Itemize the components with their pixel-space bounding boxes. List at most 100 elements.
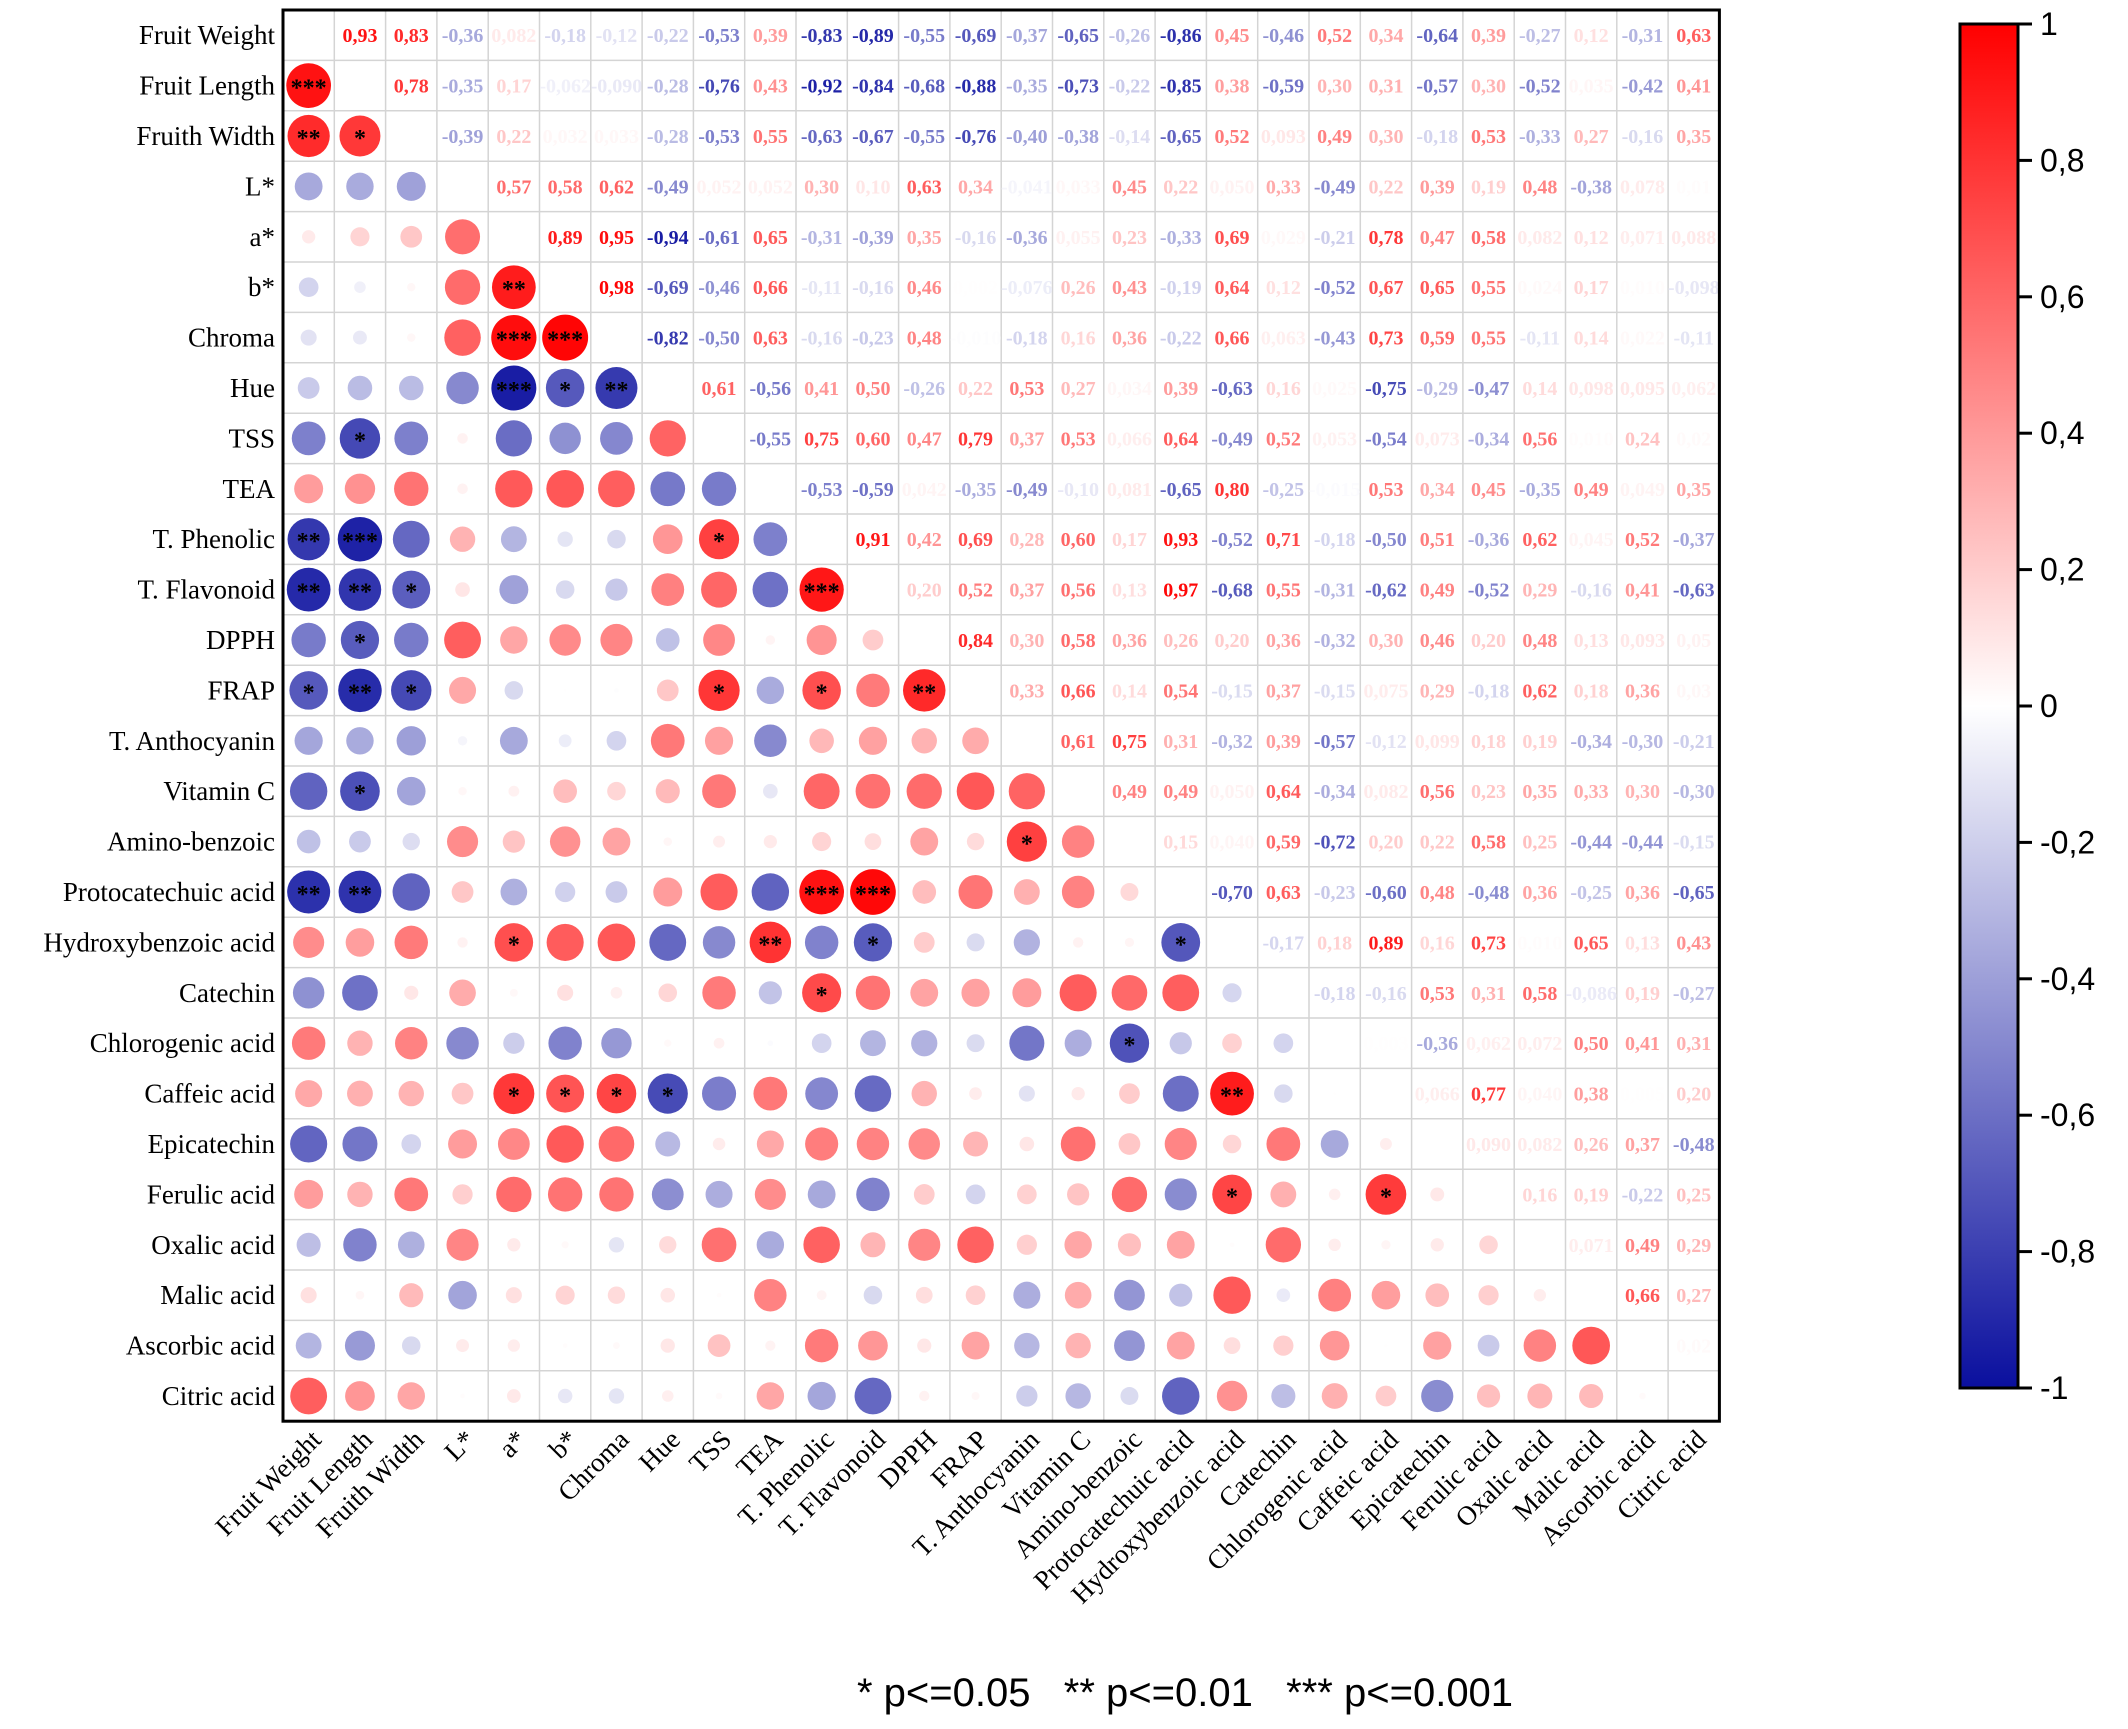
correlation-circle <box>664 1039 672 1047</box>
coefficient-label: 0,033 <box>594 126 639 148</box>
correlation-circle <box>1319 1330 1350 1361</box>
coefficient-label: 0,26 <box>1061 277 1096 299</box>
correlation-circle <box>1169 1032 1192 1055</box>
correlation-circle <box>508 785 520 797</box>
significance-star: * <box>508 1084 520 1110</box>
row-label: a* <box>250 222 275 252</box>
colorbar-tick-label: -1 <box>2040 1370 2068 1406</box>
coefficient-label: 0,36 <box>1266 630 1301 652</box>
correlation-circle <box>457 736 468 746</box>
coefficient-label: 0,52 <box>1625 529 1660 551</box>
significance-star: * <box>1380 1184 1392 1210</box>
correlation-circle <box>1166 1331 1195 1360</box>
coefficient-label: 0,48 <box>907 328 942 350</box>
coefficient-label: 0,25 <box>1522 832 1557 854</box>
correlation-circle <box>302 230 316 244</box>
correlation-circle <box>1019 1136 1035 1152</box>
coefficient-label: 0,93 <box>1163 529 1198 551</box>
coefficient-label: -0,18 <box>1006 328 1048 350</box>
correlation-circle <box>862 629 884 651</box>
coefficient-label: -0,76 <box>955 126 997 148</box>
correlation-circle <box>1064 1029 1092 1057</box>
significance-star: *** <box>547 328 583 354</box>
correlation-circle <box>394 1177 429 1212</box>
coefficient-label: 0,31 <box>1368 76 1403 98</box>
correlation-circle <box>295 1332 322 1359</box>
coefficient-label: 0,13 <box>1625 932 1660 954</box>
correlation-circle <box>1016 1234 1037 1255</box>
coefficient-label: 0,053 <box>1312 428 1357 450</box>
correlation-circle <box>345 928 375 957</box>
coefficient-label: 0,045 <box>1569 529 1614 551</box>
coefficient-label: -0,37 <box>1673 529 1715 551</box>
correlation-circle <box>661 1390 674 1402</box>
coefficient-label: -0,46 <box>698 277 740 299</box>
correlation-circle <box>396 776 426 806</box>
correlation-circle <box>856 1177 890 1212</box>
coefficient-label: 0,61 <box>702 378 737 400</box>
correlation-circle <box>290 1125 328 1163</box>
correlation-circle <box>1476 1384 1501 1408</box>
correlation-circle <box>910 978 939 1007</box>
correlation-circle <box>753 1076 788 1111</box>
correlation-circle <box>1012 978 1042 1008</box>
correlation-circle <box>499 575 529 605</box>
correlation-circle <box>756 676 785 705</box>
colorbar-tick-label: 0,2 <box>2040 552 2084 588</box>
correlation-circle <box>704 726 734 755</box>
correlation-circle <box>1124 937 1135 948</box>
coefficient-label: 0,18 <box>1317 932 1352 954</box>
correlation-circle <box>1328 1188 1341 1201</box>
coefficient-label: 0,35 <box>1676 126 1711 148</box>
correlation-circle <box>300 1287 317 1304</box>
coefficient-label: 0,090 <box>1466 1134 1511 1156</box>
correlation-circle <box>294 726 323 755</box>
coefficient-label: 0,30 <box>804 176 839 198</box>
row-label: Malic acid <box>160 1280 275 1310</box>
correlation-circle <box>802 973 842 1013</box>
coefficient-label: 0,59 <box>1266 832 1301 854</box>
coefficient-label: -0,25 <box>1263 479 1305 501</box>
correlation-circle <box>1014 1332 1040 1359</box>
coefficient-label: -0,44 <box>1570 832 1612 854</box>
correlation-circle <box>396 726 426 756</box>
correlation-circle <box>1166 1230 1195 1259</box>
correlation-circle <box>1273 1335 1294 1356</box>
coefficient-label: 0,01 <box>1676 176 1711 198</box>
correlation-circle <box>449 676 477 704</box>
coefficient-label: -0,49 <box>1211 428 1253 450</box>
coefficient-label: -0,73 <box>1057 76 1099 98</box>
coefficient-label: 0,62 <box>1522 529 1557 551</box>
correlation-circle <box>1430 1238 1444 1252</box>
coefficient-label: 0,098 <box>1569 378 1614 400</box>
correlation-circle <box>404 985 419 1000</box>
correlation-circle <box>816 1290 827 1301</box>
coefficient-label: -0,36 <box>1006 227 1048 249</box>
significance-star: * <box>559 1084 571 1110</box>
coefficient-label: -0,57 <box>1416 76 1458 98</box>
correlation-circle <box>806 624 837 656</box>
row-label: Oxalic acid <box>151 1230 275 1260</box>
coefficient-label: -0,27 <box>1519 25 1561 47</box>
coefficient-label: 0,14 <box>1574 328 1609 350</box>
correlation-circle <box>289 671 328 710</box>
coefficient-label: 0,071 <box>1569 1235 1614 1257</box>
significance-star: ** <box>348 680 372 706</box>
correlation-circle <box>913 1184 935 1205</box>
coefficient-label: 0,46 <box>1420 630 1455 652</box>
coefficient-label: -0,62 <box>1365 580 1407 602</box>
coefficient-label: -0,50 <box>698 328 740 350</box>
coefficient-label: 0,30 <box>1317 76 1352 98</box>
coefficient-label: 0,61 <box>1061 731 1096 753</box>
coefficient-label: -0,57 <box>1314 731 1356 753</box>
coefficient-label: 0,05 <box>1676 630 1711 652</box>
coefficient-label: 0,83 <box>394 25 429 47</box>
significance-star: * <box>713 529 725 555</box>
coefficient-label: -0,16 <box>852 277 894 299</box>
coefficient-label: -0,67 <box>852 126 894 148</box>
correlation-circle <box>754 724 787 758</box>
coefficient-label: 0,093 <box>1620 630 1665 652</box>
correlation-circle <box>703 624 735 656</box>
row-label: Protocatechuic acid <box>63 877 276 907</box>
